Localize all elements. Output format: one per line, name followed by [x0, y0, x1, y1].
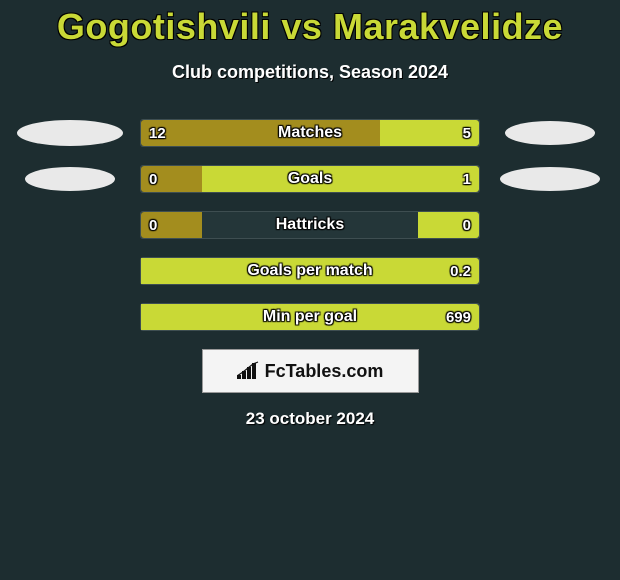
- subtitle: Club competitions, Season 2024: [0, 62, 620, 83]
- brand-bars-icon: [237, 361, 261, 381]
- stat-row: 125Matches: [0, 119, 620, 147]
- right-badge-col: [480, 211, 620, 239]
- segment-right: [202, 166, 479, 192]
- stat-row: 699Min per goal: [0, 303, 620, 331]
- left-badge-col: [0, 257, 140, 285]
- brand-box[interactable]: FcTables.com: [202, 349, 419, 393]
- brand-logo: FcTables.com: [237, 361, 384, 382]
- left-badge-col: [0, 165, 140, 193]
- left-badge-col: [0, 119, 140, 147]
- right-badge-col: [480, 165, 620, 193]
- stat-row: 0.2Goals per match: [0, 257, 620, 285]
- stat-bar: 125Matches: [140, 119, 480, 147]
- segment-right: [141, 304, 479, 330]
- team-left-badge: [17, 120, 123, 146]
- stats-rows: 125Matches 01Goals 00Hattricks 0.2Goals per…: [0, 119, 620, 331]
- page-title: Gogotishvili vs Marakvelidze: [0, 6, 620, 48]
- left-badge-col: [0, 211, 140, 239]
- segment-right: [380, 120, 479, 146]
- segment-left: [141, 120, 380, 146]
- right-badge-col: [480, 303, 620, 331]
- stat-bar: 699Min per goal: [140, 303, 480, 331]
- stat-bar: 00Hattricks: [140, 211, 480, 239]
- date-label: 23 october 2024: [0, 409, 620, 429]
- team-right-badge: [500, 167, 600, 191]
- segment-right: [418, 212, 479, 238]
- segment-left: [141, 166, 202, 192]
- segment-right: [141, 258, 479, 284]
- comparison-widget: Gogotishvili vs Marakvelidze Club compet…: [0, 0, 620, 580]
- stat-row: 01Goals: [0, 165, 620, 193]
- team-left-badge: [25, 167, 115, 191]
- left-badge-col: [0, 303, 140, 331]
- stat-bar: 01Goals: [140, 165, 480, 193]
- right-badge-col: [480, 257, 620, 285]
- right-badge-col: [480, 119, 620, 147]
- stat-bar: 0.2Goals per match: [140, 257, 480, 285]
- segment-left: [141, 212, 202, 238]
- team-right-badge: [505, 121, 595, 145]
- stat-row: 00Hattricks: [0, 211, 620, 239]
- brand-name: FcTables.com: [265, 361, 384, 382]
